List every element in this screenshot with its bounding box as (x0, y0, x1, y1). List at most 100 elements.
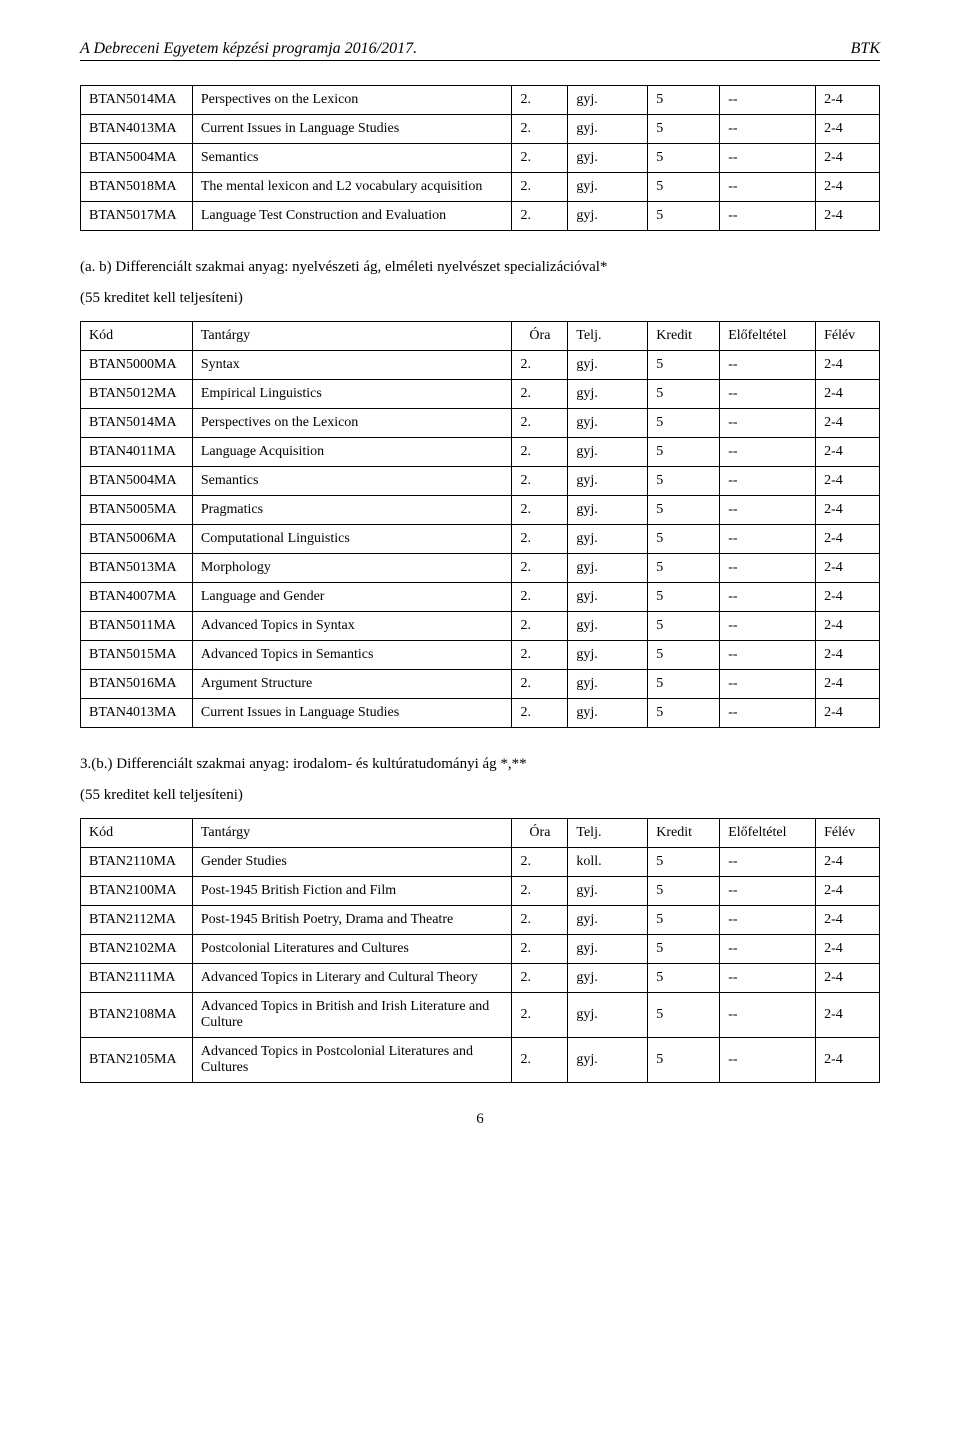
cell-subject: Semantics (192, 144, 512, 173)
cell-pre: -- (720, 409, 816, 438)
header-left: A Debreceni Egyetem képzési programja 20… (80, 40, 417, 58)
table-row: BTAN2100MAPost-1945 British Fiction and … (81, 877, 880, 906)
cell-subject: Postcolonial Literatures and Cultures (192, 935, 512, 964)
cell-ora: 2. (512, 964, 568, 993)
cell-sem: 2-4 (816, 670, 880, 699)
cell-ora: 2. (512, 467, 568, 496)
cell-ora: 2. (512, 144, 568, 173)
cell-sem: 2-4 (816, 496, 880, 525)
cell-telj: gyj. (568, 699, 648, 728)
table-row: BTAN2102MAPostcolonial Literatures and C… (81, 935, 880, 964)
col-subject: Tantárgy (192, 819, 512, 848)
cell-telj: gyj. (568, 877, 648, 906)
cell-kredit: 5 (648, 1038, 720, 1083)
cell-subject: Gender Studies (192, 848, 512, 877)
cell-kredit: 5 (648, 467, 720, 496)
cell-subject: Current Issues in Language Studies (192, 115, 512, 144)
section3-subheading: (55 kreditet kell teljesíteni) (80, 787, 880, 804)
cell-subject: Perspectives on the Lexicon (192, 86, 512, 115)
cell-kredit: 5 (648, 496, 720, 525)
col-ora: Óra (512, 819, 568, 848)
col-telj: Telj. (568, 322, 648, 351)
cell-pre: -- (720, 467, 816, 496)
table-row: BTAN5017MALanguage Test Construction and… (81, 202, 880, 231)
cell-pre: -- (720, 86, 816, 115)
cell-telj: gyj. (568, 906, 648, 935)
cell-pre: -- (720, 1038, 816, 1083)
page-number: 6 (80, 1111, 880, 1128)
cell-kredit: 5 (648, 612, 720, 641)
cell-pre: -- (720, 496, 816, 525)
table-row: BTAN5004MASemantics2.gyj.5--2-4 (81, 144, 880, 173)
cell-subject: Empirical Linguistics (192, 380, 512, 409)
cell-sem: 2-4 (816, 964, 880, 993)
cell-telj: gyj. (568, 351, 648, 380)
table-row: BTAN5000MASyntax2.gyj.5--2-4 (81, 351, 880, 380)
cell-subject: Advanced Topics in British and Irish Lit… (192, 993, 512, 1038)
cell-subject: Language Test Construction and Evaluatio… (192, 202, 512, 231)
cell-telj: gyj. (568, 525, 648, 554)
table-row: BTAN5004MASemantics2.gyj.5--2-4 (81, 467, 880, 496)
cell-pre: -- (720, 993, 816, 1038)
cell-pre: -- (720, 670, 816, 699)
cell-kredit: 5 (648, 380, 720, 409)
cell-code: BTAN4011MA (81, 438, 193, 467)
cell-subject: Current Issues in Language Studies (192, 699, 512, 728)
cell-telj: gyj. (568, 993, 648, 1038)
cell-code: BTAN2108MA (81, 993, 193, 1038)
cell-code: BTAN5006MA (81, 525, 193, 554)
cell-telj: gyj. (568, 202, 648, 231)
cell-subject: Perspectives on the Lexicon (192, 409, 512, 438)
cell-telj: gyj. (568, 554, 648, 583)
col-code: Kód (81, 819, 193, 848)
section2-subheading: (55 kreditet kell teljesíteni) (80, 290, 880, 307)
cell-kredit: 5 (648, 525, 720, 554)
table-row: BTAN5014MAPerspectives on the Lexicon2.g… (81, 409, 880, 438)
cell-sem: 2-4 (816, 86, 880, 115)
cell-code: BTAN4013MA (81, 115, 193, 144)
cell-kredit: 5 (648, 964, 720, 993)
cell-telj: gyj. (568, 86, 648, 115)
cell-ora: 2. (512, 877, 568, 906)
cell-ora: 2. (512, 848, 568, 877)
cell-subject: Syntax (192, 351, 512, 380)
col-kredit: Kredit (648, 322, 720, 351)
cell-kredit: 5 (648, 848, 720, 877)
cell-sem: 2-4 (816, 993, 880, 1038)
cell-pre: -- (720, 380, 816, 409)
table-row: BTAN5016MAArgument Structure2.gyj.5--2-4 (81, 670, 880, 699)
cell-subject: Advanced Topics in Syntax (192, 612, 512, 641)
table-row: BTAN4013MACurrent Issues in Language Stu… (81, 115, 880, 144)
cell-kredit: 5 (648, 438, 720, 467)
table-row: BTAN5014MAPerspectives on the Lexicon2.g… (81, 86, 880, 115)
cell-telj: gyj. (568, 496, 648, 525)
cell-pre: -- (720, 699, 816, 728)
cell-sem: 2-4 (816, 583, 880, 612)
cell-subject: Argument Structure (192, 670, 512, 699)
cell-ora: 2. (512, 202, 568, 231)
cell-kredit: 5 (648, 670, 720, 699)
cell-sem: 2-4 (816, 641, 880, 670)
cell-ora: 2. (512, 409, 568, 438)
cell-code: BTAN5000MA (81, 351, 193, 380)
cell-code: BTAN5014MA (81, 409, 193, 438)
cell-ora: 2. (512, 496, 568, 525)
cell-code: BTAN5004MA (81, 144, 193, 173)
cell-sem: 2-4 (816, 144, 880, 173)
cell-code: BTAN5013MA (81, 554, 193, 583)
cell-telj: gyj. (568, 438, 648, 467)
table-header-row: Kód Tantárgy Óra Telj. Kredit Előfeltéte… (81, 322, 880, 351)
cell-code: BTAN5012MA (81, 380, 193, 409)
table-row: BTAN4007MALanguage and Gender2.gyj.5--2-… (81, 583, 880, 612)
cell-subject: Advanced Topics in Postcolonial Literatu… (192, 1038, 512, 1083)
cell-telj: gyj. (568, 115, 648, 144)
cell-kredit: 5 (648, 202, 720, 231)
cell-pre: -- (720, 144, 816, 173)
cell-sem: 2-4 (816, 115, 880, 144)
cell-telj: koll. (568, 848, 648, 877)
cell-telj: gyj. (568, 964, 648, 993)
cell-telj: gyj. (568, 612, 648, 641)
cell-telj: gyj. (568, 670, 648, 699)
cell-ora: 2. (512, 612, 568, 641)
cell-kredit: 5 (648, 144, 720, 173)
